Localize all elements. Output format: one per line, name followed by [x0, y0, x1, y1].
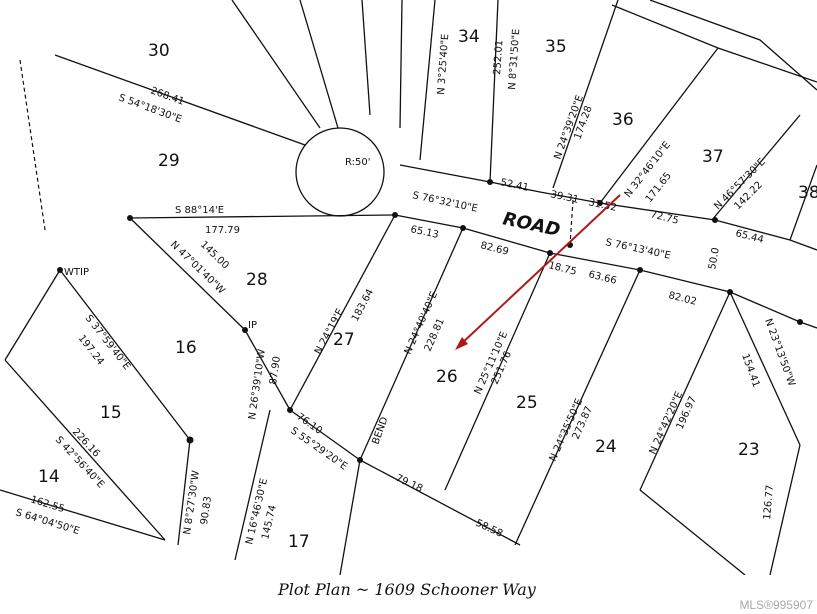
bearing-label: N 32°46'10"E: [623, 140, 673, 200]
distance-label: 39.31: [549, 189, 579, 206]
lot-15: 15: [100, 403, 122, 423]
lot-16: 16: [175, 338, 197, 358]
bearing-label: N 26°39'10"W: [247, 348, 268, 420]
distance-label: 126.77: [762, 484, 776, 520]
lot-38: 38: [798, 183, 817, 203]
distance-label: 177.79: [205, 225, 240, 236]
road-label: ROAD: [501, 208, 562, 241]
lot-36: 36: [612, 110, 634, 130]
bearing-label: S 76°13'40"E: [604, 237, 671, 262]
distance-label: 65.13: [409, 224, 439, 241]
distance-label: 18.75: [547, 260, 577, 278]
bearing-label: S 88°14'E: [175, 205, 224, 216]
plot-plan-caption: Plot Plan ~ 1609 Schooner Way: [278, 580, 536, 599]
lot-34: 34: [458, 27, 480, 47]
wtip-label: WTIP: [64, 267, 89, 278]
lot-29: 29: [158, 151, 180, 171]
bearing-label: N 47°01'40"W: [168, 239, 227, 296]
distance-label: 65.44: [734, 228, 764, 246]
iron-pins: [57, 179, 803, 463]
distance-label: 252.01: [492, 40, 505, 76]
distance-label: 52.41: [499, 177, 529, 194]
lot-17: 17: [288, 532, 310, 552]
distance-label: 72.75: [649, 209, 679, 227]
bearing-label: N 8°31'50"E: [507, 28, 522, 90]
lot-25: 25: [516, 393, 538, 413]
radius-label: R:50': [345, 157, 370, 168]
lot-23: 23: [738, 440, 760, 460]
distance-label: 58.58: [474, 518, 505, 540]
distance-label: 82.69: [479, 240, 509, 258]
lot-14: 14: [38, 467, 60, 487]
distance-label: 87.90: [268, 356, 283, 386]
lot-28: 28: [246, 270, 268, 290]
subject-property-arrow: [455, 194, 621, 350]
survey-labels: S 54°18'30"E 268.41 S 88°14'E 177.79 N 4…: [14, 28, 797, 545]
distance-label: 63.66: [587, 269, 617, 287]
distance-label: 50.0: [707, 247, 722, 271]
bearing-label: N 3°25'40"E: [436, 33, 451, 95]
lot-27: 27: [333, 330, 355, 350]
distance-label: 90.83: [199, 496, 214, 526]
lot-30: 30: [148, 41, 170, 61]
mls-watermark: MLS®995907: [739, 598, 813, 612]
distance-label: 82.02: [667, 290, 697, 308]
bearing-label: N 23°13'50"W: [762, 317, 797, 388]
lot-boundary-lines: [0, 0, 817, 575]
lot-26: 26: [436, 367, 458, 387]
bearing-label: S 76°32'10"E: [411, 190, 478, 215]
plot-plan-map: 30 34 35 36 37 38 29 28 27 26 25 24 23 1…: [0, 0, 817, 575]
lot-35: 35: [545, 37, 567, 57]
lot-numbers: 30 34 35 36 37 38 29 28 27 26 25 24 23 1…: [38, 27, 817, 552]
lot-24: 24: [595, 437, 617, 457]
ip-label: IP: [248, 320, 257, 331]
distance-label: 154.41: [739, 352, 761, 389]
distance-label: 79.18: [394, 473, 425, 495]
lot-37: 37: [702, 147, 724, 167]
